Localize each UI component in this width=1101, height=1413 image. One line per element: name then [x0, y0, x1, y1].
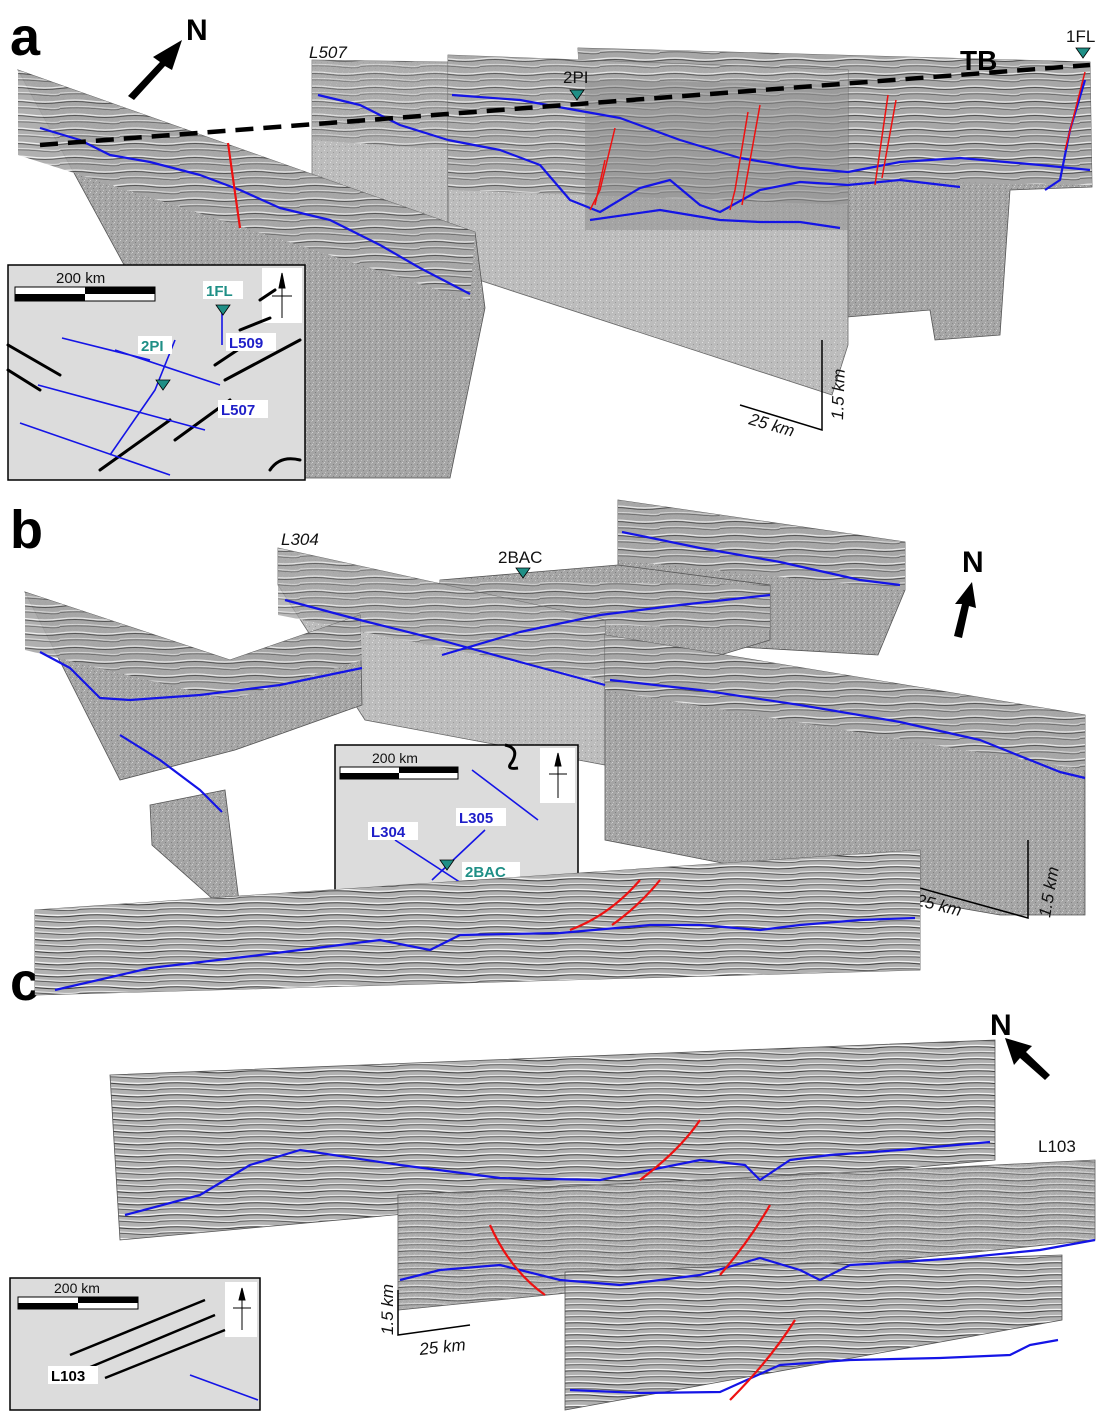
- horizon-c-1: [54, 916, 916, 992]
- seismic-section-c-4: [564, 1254, 1063, 1411]
- north-label-b: N: [962, 546, 984, 579]
- horizon-b-far: [621, 530, 901, 587]
- fault-a-7: [881, 99, 897, 179]
- fault-a-8: [1064, 71, 1086, 151]
- horizon-c-4: [569, 1338, 1059, 1395]
- well-label-2bac-top: 2BAC: [498, 548, 542, 567]
- inset-a-line-l509: L509: [229, 335, 263, 352]
- panel-a-label: a: [10, 7, 41, 67]
- north-label-a: N: [186, 14, 208, 47]
- horizon-a-right-edge: [1044, 79, 1087, 191]
- horizon-a-deep: [589, 208, 841, 230]
- inset-a-line-l507: L507: [221, 402, 255, 419]
- well-marker-icon: [569, 89, 585, 101]
- fault-c-6: [729, 1319, 796, 1401]
- horizon-b-l304: [284, 598, 606, 687]
- horizon-c-3: [399, 1238, 1096, 1287]
- fault-c-5: [719, 1204, 771, 1276]
- horizon-c-2: [124, 1140, 991, 1217]
- well-label-2pi-top: 2PI: [563, 68, 589, 87]
- fault-c-1: [569, 879, 641, 932]
- fault-a-5: [741, 104, 761, 206]
- tb-label: TB: [960, 45, 997, 76]
- seismic-section-c-2: [109, 1039, 996, 1241]
- fault-c-2: [611, 879, 661, 926]
- line-label-l304: L304: [281, 530, 319, 549]
- fault-a-4: [729, 111, 749, 211]
- scale-bar-a: [739, 340, 823, 432]
- horizon-a-l507: [317, 93, 449, 142]
- scale-bar-c: [397, 1290, 471, 1336]
- inset-a-scale-label: 200 km: [56, 270, 105, 287]
- fault-c-4: [488, 1224, 546, 1296]
- tb-boundary-line: [39, 62, 1091, 148]
- compass-rose-icon: [225, 1282, 257, 1337]
- horizon-a-left: [39, 126, 471, 295]
- panel-b-label: b: [10, 500, 43, 560]
- well-marker-icon: [515, 567, 531, 579]
- north-arrow-icon: [954, 582, 976, 638]
- panel-a: a N: [6, 7, 1095, 481]
- inset-map-a: 200 km 1FL 2PI L509 L507: [6, 264, 306, 481]
- line-label-l507: L507: [309, 43, 347, 62]
- inset-a-well-2pi: 2PI: [141, 338, 164, 355]
- horizon-b-left: [39, 651, 363, 702]
- horizon-b-left-lower: [119, 734, 223, 813]
- inset-c-line-l103: L103: [51, 1368, 85, 1385]
- compass-rose-icon: [540, 748, 575, 803]
- horizon-b-right: [609, 678, 1086, 780]
- north-arrow-icon: [1005, 1038, 1050, 1080]
- scale-vertical-a: 1.5 km: [828, 368, 849, 420]
- inset-map-c: 200 km L103: [9, 1277, 261, 1411]
- scale-vertical-c: 1.5 km: [378, 1284, 397, 1335]
- well-marker-icon: [439, 859, 455, 871]
- well-marker-icon: [155, 379, 171, 391]
- line-label-l103: L103: [1038, 1137, 1076, 1156]
- inset-b-line-l305: L305: [459, 810, 493, 827]
- well-marker-icon: [215, 304, 231, 316]
- panel-b: b N L304 2BAC 25 km 1.5: [10, 499, 1086, 946]
- inset-b-well-2bac: 2BAC: [465, 864, 506, 881]
- fault-a-6: [874, 94, 889, 186]
- panel-c: c N L103 1.5 km 25 km: [9, 849, 1096, 1411]
- north-arrow-icon: [128, 40, 182, 100]
- fault-a-3: [594, 159, 606, 206]
- inset-b-scale-label: 200 km: [372, 750, 418, 766]
- horizon-b-middle: [441, 593, 771, 657]
- well-label-1fl-top: 1FL: [1066, 27, 1095, 46]
- north-label-c: N: [990, 1009, 1012, 1042]
- horizon-a-middle-upper: [451, 93, 1091, 174]
- inset-c-scale-label: 200 km: [54, 1280, 100, 1296]
- well-marker-icon: [1075, 47, 1091, 59]
- fault-a-1: [226, 142, 242, 229]
- fault-c-3: [639, 1119, 701, 1181]
- inset-a-well-1fl: 1FL: [206, 283, 233, 300]
- inset-b-line-l304: L304: [371, 824, 406, 841]
- scale-horizontal-c: 25 km: [417, 1335, 466, 1359]
- horizon-a-middle-lower: [447, 138, 961, 214]
- fault-a-2: [589, 127, 616, 211]
